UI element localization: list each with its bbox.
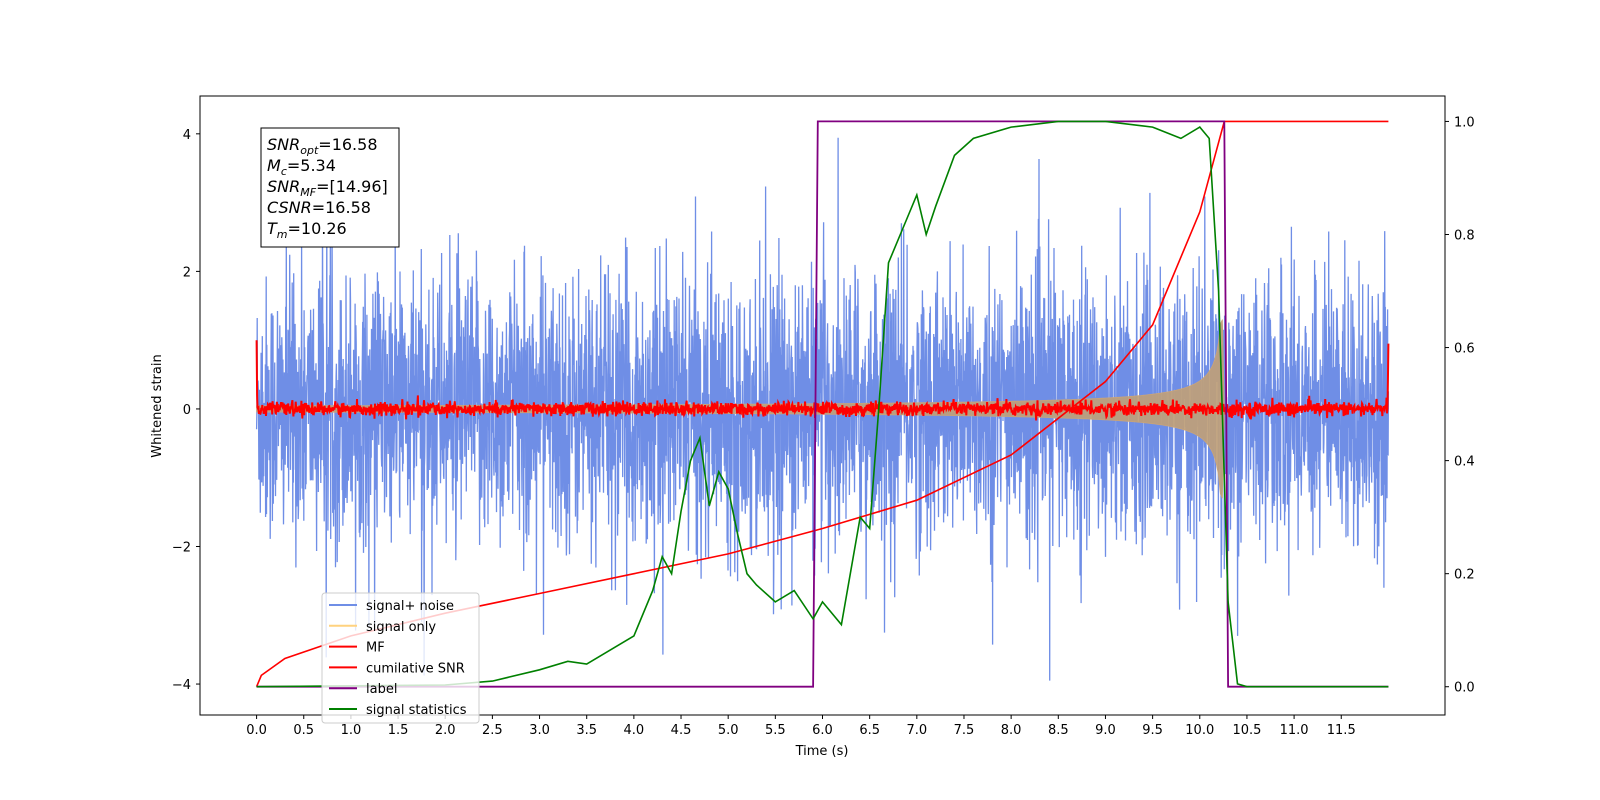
info-value: =16.58 xyxy=(318,135,377,154)
y-right-tick-label: 0.2 xyxy=(1454,568,1475,583)
x-tick-label: 7.0 xyxy=(906,723,927,738)
x-tick-label: 2.0 xyxy=(435,723,456,738)
x-tick-label: 8.5 xyxy=(1048,723,1069,738)
x-tick-label: 4.5 xyxy=(671,723,692,738)
x-tick-label: 6.5 xyxy=(859,723,880,738)
info-box-line: Mc=5.34 xyxy=(267,156,336,178)
chart-traces xyxy=(255,120,1390,688)
legend-label: signal only xyxy=(366,620,436,635)
x-tick-label: 0.0 xyxy=(246,723,267,738)
x-tick-label: 7.5 xyxy=(954,723,975,738)
x-tick-label: 10.0 xyxy=(1185,723,1214,738)
y-left-tick-label: −2 xyxy=(172,540,191,555)
x-tick-label: 3.0 xyxy=(529,723,550,738)
legend-label: MF xyxy=(366,641,385,656)
x-tick-label: 9.5 xyxy=(1142,723,1163,738)
legend-label: signal statistics xyxy=(366,703,467,718)
info-subscript: c xyxy=(281,165,287,178)
info-value: =5.34 xyxy=(287,156,336,175)
info-subscript: MF xyxy=(300,186,316,199)
info-subscript: m xyxy=(277,228,288,241)
y-right-tick-label: 0.4 xyxy=(1454,455,1475,470)
info-box-line: SNRopt=16.58 xyxy=(267,135,378,157)
x-tick-label: 1.5 xyxy=(388,723,409,738)
series-mf-line xyxy=(255,340,1390,421)
info-box-line: CSNR=16.58 xyxy=(267,198,371,217)
info-box-line: Tm=10.26 xyxy=(267,219,347,241)
y-right-tick-label: 0.8 xyxy=(1454,228,1475,243)
x-axis: 0.0 0.5 1.0 1.5 2.0 2.5 3.0 3.5 4.0 4.5 5.0 5.5 6.0 6… xyxy=(246,715,1356,738)
info-symbol: T xyxy=(267,219,278,238)
info-value: =[14.96] xyxy=(316,177,388,196)
x-axis-label: Time (s) xyxy=(795,744,849,759)
y-axis-right: 0.0 0.2 0.4 0.6 0.8 1.0 xyxy=(1445,115,1475,696)
x-tick-label: 11.5 xyxy=(1327,723,1356,738)
info-value: =10.26 xyxy=(288,219,347,238)
x-tick-label: 0.5 xyxy=(293,723,314,738)
info-symbol: M xyxy=(267,156,281,175)
series-signal-statistics-line xyxy=(256,120,1389,688)
y-axis-left: −4 −2 0 2 4 xyxy=(172,128,200,693)
legend-label: cumilative SNR xyxy=(366,661,465,676)
legend: signal+ noise signal only MF cumilative SNR… xyxy=(321,592,480,724)
x-tick-label: 8.0 xyxy=(1001,723,1022,738)
x-tick-label: 11.0 xyxy=(1280,723,1309,738)
x-tick-label: 4.0 xyxy=(624,723,645,738)
x-tick-label: 3.5 xyxy=(576,723,597,738)
y-right-tick-label: 1.0 xyxy=(1454,115,1475,130)
info-box-frame xyxy=(260,127,400,248)
series-group xyxy=(255,120,1390,688)
info-symbol: CSNR xyxy=(267,198,312,217)
info-box-line: SNRMF=[14.96] xyxy=(267,177,388,199)
info-symbol: SNR xyxy=(267,135,300,154)
x-tick-label: 9.0 xyxy=(1095,723,1116,738)
info-subscript: opt xyxy=(300,144,319,157)
info-value: =16.58 xyxy=(312,198,371,217)
y-left-tick-label: −4 xyxy=(172,678,191,693)
x-tick-label: 10.5 xyxy=(1232,723,1261,738)
y-axis-label: Whitened strain xyxy=(150,354,165,457)
y-left-tick-label: 4 xyxy=(183,128,191,143)
y-left-tick-label: 0 xyxy=(183,403,191,418)
x-tick-label: 5.5 xyxy=(765,723,786,738)
legend-label: signal+ noise xyxy=(366,599,454,614)
x-tick-label: 2.5 xyxy=(482,723,503,738)
info-symbol: SNR xyxy=(267,177,300,196)
y-left-tick-label: 2 xyxy=(183,265,191,280)
x-tick-label: 5.0 xyxy=(718,723,739,738)
y-right-tick-label: 0.6 xyxy=(1454,342,1475,357)
y-right-tick-label: 0.0 xyxy=(1454,681,1475,696)
x-tick-label: 6.0 xyxy=(812,723,833,738)
legend-label: label xyxy=(366,682,397,697)
info-box: SNRopt=16.58Mc=5.34SNRMF=[14.96]CSNR=16.… xyxy=(260,127,400,248)
x-tick-label: 1.0 xyxy=(341,723,362,738)
legend-frame xyxy=(321,592,480,724)
